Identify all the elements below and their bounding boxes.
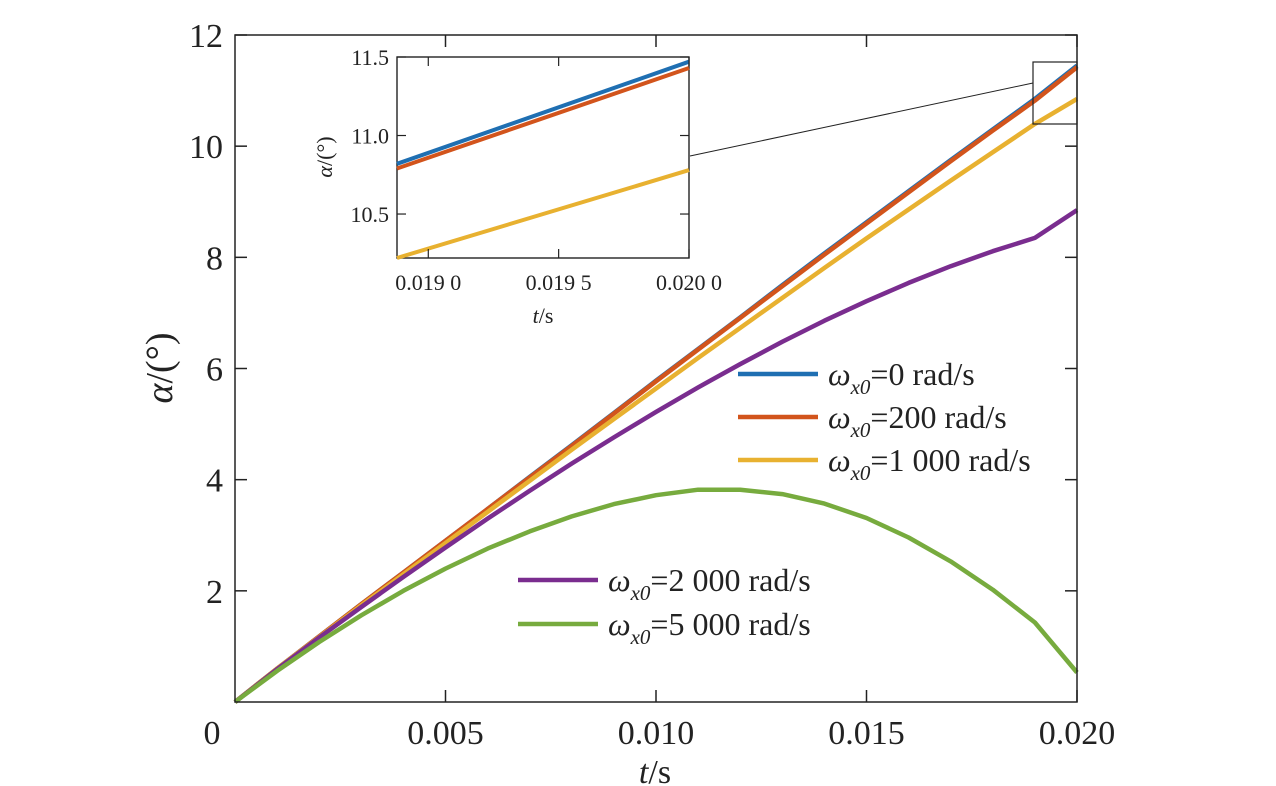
y-axis-label: α/(°) xyxy=(139,332,181,403)
y-tick-label: 6 xyxy=(206,352,223,389)
inset-x-tick-label: 0.019 0 xyxy=(395,270,461,295)
x-tick-label: 0.010 xyxy=(618,715,695,752)
y-tick-label: 8 xyxy=(206,240,223,277)
inset-y-tick-label: 10.5 xyxy=(351,202,390,227)
inset-y-tick-label: 11.5 xyxy=(351,45,389,70)
x-tick-label: 0.020 xyxy=(1039,715,1116,752)
x-tick-label: 0.015 xyxy=(828,715,905,752)
inset-y-axis-label: α/(°) xyxy=(312,136,337,177)
y-tick-label: 12 xyxy=(189,18,223,55)
main-series-lines xyxy=(233,63,1079,704)
inset-frame xyxy=(396,56,690,259)
zoom-rect xyxy=(1032,61,1078,125)
y-tick-label: 10 xyxy=(189,129,223,166)
origin-label: 0 xyxy=(204,715,221,752)
legend-label-4: ωx0=2 000 rad/s xyxy=(608,562,811,605)
series-line-4 xyxy=(233,208,1079,704)
inset-series-line-1 xyxy=(396,59,690,166)
main-ticks: 0.005 0.010 0.015 0.020 2 4 6 8 10 12 0 xyxy=(189,18,1115,752)
legend-label-1: ωx0=0 rad/s xyxy=(828,356,975,399)
zoom-connector-line xyxy=(689,82,1034,157)
inset-series-line-2 xyxy=(396,66,690,171)
series-line-5 xyxy=(233,487,1079,704)
legend-label-3: ωx0=1 000 rad/s xyxy=(828,442,1031,485)
y-tick-label: 2 xyxy=(206,574,223,611)
inset-y-tick-label: 11.0 xyxy=(351,124,389,149)
legend-label-5: ωx0=5 000 rad/s xyxy=(608,606,811,649)
inset-x-tick-label: 0.020 0 xyxy=(656,270,722,295)
x-tick-label: 0.005 xyxy=(407,715,484,752)
legend-label-2: ωx0=200 rad/s xyxy=(828,399,1007,442)
x-axis-label: t/s xyxy=(639,754,671,786)
inset-series-line-3 xyxy=(396,168,690,260)
inset-x-axis-label: t/s xyxy=(533,303,554,328)
y-tick-label: 4 xyxy=(206,463,223,500)
inset-plot: 0.019 0 0.019 5 0.020 0 10.5 11.0 11.5 t/s α/(°… xyxy=(312,45,722,328)
inset-x-tick-label: 0.019 5 xyxy=(526,270,592,295)
zoom-region-box xyxy=(689,61,1078,157)
